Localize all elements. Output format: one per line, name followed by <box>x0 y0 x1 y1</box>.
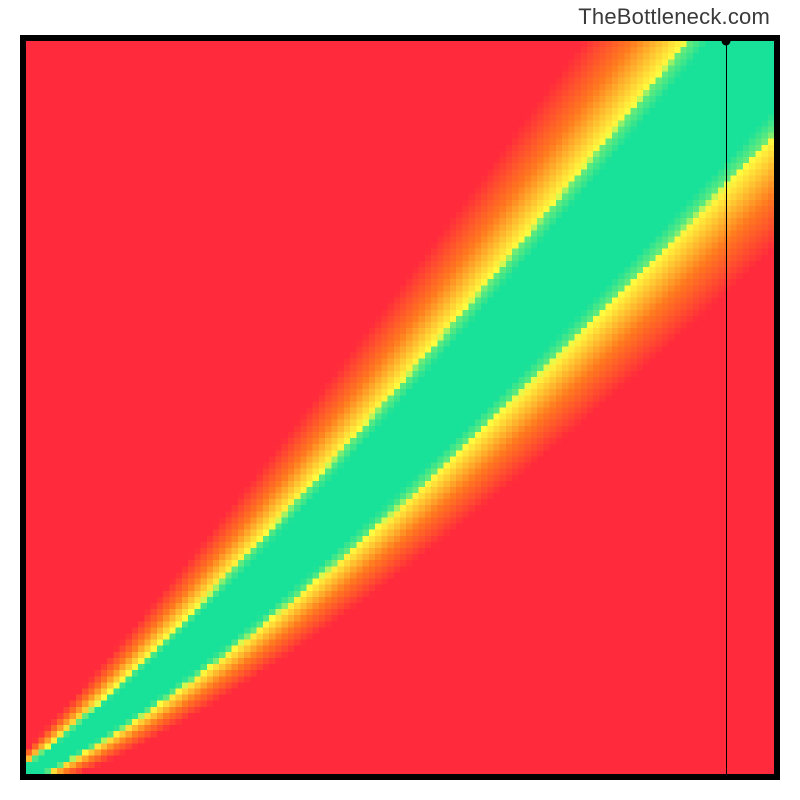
watermark-text: TheBottleneck.com <box>578 4 770 30</box>
marker-dot <box>722 37 731 46</box>
plot-frame <box>20 35 780 780</box>
chart-container: TheBottleneck.com <box>0 0 800 800</box>
plot-inner <box>26 41 774 774</box>
vertical-reference-line <box>726 41 727 774</box>
heatmap-canvas <box>26 41 774 774</box>
